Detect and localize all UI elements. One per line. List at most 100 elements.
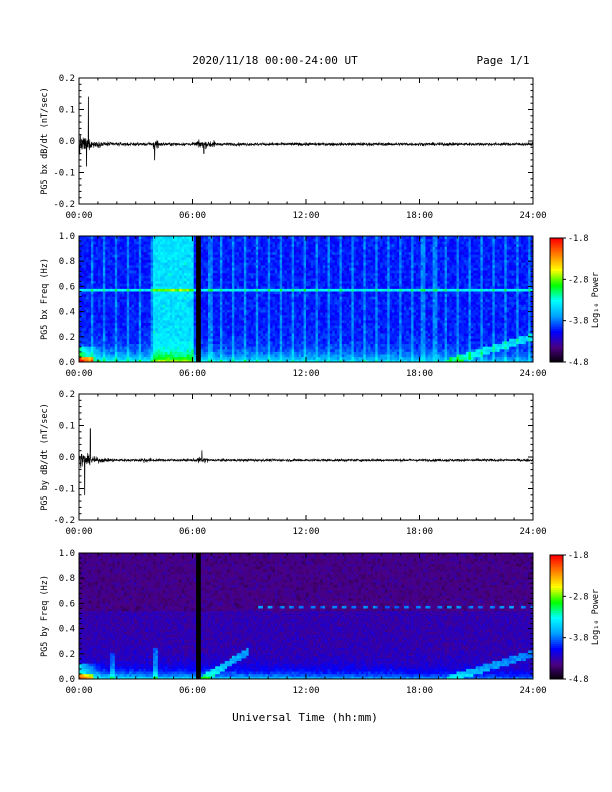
spectrogram-cell [303, 335, 307, 339]
spectrogram-cell [95, 333, 99, 337]
spectrogram-cell [79, 283, 82, 287]
spectrogram-cell [138, 257, 142, 261]
spectrogram-cell [191, 251, 195, 255]
spectrogram-cell [317, 309, 321, 313]
spectrogram-cell [317, 314, 321, 318]
spectrogram-cell [231, 251, 235, 255]
spectrogram-cell [90, 254, 94, 258]
spectrogram-cell [296, 330, 300, 334]
spectrogram-cell [100, 280, 104, 284]
spectrogram-cell [265, 291, 269, 295]
spectrogram-cell [119, 356, 123, 360]
spectrogram-cell [174, 333, 178, 337]
spectrogram-cell [98, 246, 101, 250]
spectrogram-cell [143, 304, 147, 308]
spectrogram-cell [224, 314, 228, 318]
spectrogram-cell [193, 254, 197, 258]
spectrogram-cell [265, 338, 269, 342]
spectrogram-cell [227, 288, 230, 292]
spectrogram-cell [313, 341, 316, 345]
spectrogram-cell [317, 338, 321, 342]
spectrogram-cell [200, 278, 204, 282]
spectrogram-cell [126, 325, 130, 329]
spectrogram-cell [219, 296, 223, 300]
spectrogram-cell [212, 343, 216, 347]
spectrogram-cell [117, 251, 121, 255]
spectrogram-cell [100, 257, 104, 261]
spectrogram-cell [255, 267, 259, 271]
spectrogram-cell [315, 254, 319, 258]
spectrogram-cell [145, 320, 149, 324]
spectrogram-cell [320, 312, 324, 316]
spectrogram-cell [172, 299, 175, 303]
spectrogram-cell [198, 325, 202, 329]
spectrogram-cell [176, 322, 180, 326]
spectrogram-cell [219, 335, 223, 339]
spectrogram-cell [155, 236, 159, 240]
spectrogram-cell [141, 359, 144, 363]
spectrogram-cell [205, 288, 209, 292]
spectrogram-cell [126, 257, 130, 261]
spectrogram-cell [114, 264, 118, 268]
spectrogram-cell [102, 243, 106, 247]
spectrogram-cell [133, 322, 137, 326]
spectrogram-cell [167, 288, 171, 292]
spectrogram-cell [205, 285, 209, 289]
spectrogram-cell [284, 259, 288, 263]
spectrogram-cell [248, 275, 252, 279]
spectrogram-cell [176, 314, 180, 318]
spectrogram-cell [150, 322, 154, 326]
spectrogram-cell [255, 335, 259, 339]
spectrogram-cell [165, 278, 168, 282]
spectrogram-cell [181, 301, 185, 305]
spectrogram-cell [258, 296, 261, 300]
spectrogram-cell [255, 343, 259, 347]
spectrogram-cell [282, 322, 285, 326]
spectrogram-cell [124, 325, 128, 329]
spectrogram-cell [98, 272, 101, 276]
spectrogram-cell [265, 327, 269, 331]
spectrogram-cell [277, 243, 281, 247]
spectrogram-cell [157, 257, 161, 261]
spectrogram-cell [117, 254, 121, 258]
spectrogram-cell [279, 299, 283, 303]
spectrogram-cell [262, 325, 266, 329]
x-tick-label: 12:00 [292, 211, 319, 221]
spectrogram-cell [191, 299, 195, 303]
spectrogram-cell [157, 312, 161, 316]
spectrogram-cell [274, 314, 278, 318]
spectrogram-cell [306, 317, 309, 321]
spectrogram-cell [145, 275, 149, 279]
spectrogram-cell [105, 243, 109, 247]
spectrogram-cell [298, 346, 302, 350]
spectrogram-cell [222, 288, 226, 292]
spectrogram-cell [282, 359, 285, 363]
spectrogram-cell [229, 270, 233, 274]
spectrogram-cell [98, 254, 101, 258]
spectrogram-cell [90, 262, 94, 266]
spectrogram-cell [129, 304, 132, 308]
spectrogram-cell [298, 343, 302, 347]
spectrogram-cell [165, 306, 168, 310]
spectrogram-cell [262, 348, 266, 352]
spectrogram-cell [119, 359, 123, 363]
spectrogram-cell [167, 356, 171, 360]
spectrogram-cell [265, 330, 269, 334]
spectrogram-cell [282, 356, 285, 360]
spectrogram-cell [222, 296, 226, 300]
spectrogram-cell [102, 299, 106, 303]
spectrogram-cell [251, 257, 254, 261]
spectrogram-cell [181, 333, 185, 337]
spectrogram-cell [122, 351, 125, 355]
spectrogram-cell [157, 314, 161, 318]
spectrogram-cell [138, 246, 142, 250]
spectrogram-cell [286, 288, 290, 292]
spectrogram-cell [95, 356, 99, 360]
spectrogram-cell [284, 327, 288, 331]
spectrogram-cell [282, 325, 285, 329]
spectrogram-cell [217, 259, 221, 263]
spectrogram-cell [217, 278, 221, 282]
spectrogram-cell [222, 309, 226, 313]
spectrogram-cell [308, 296, 312, 300]
spectrogram-cell [274, 236, 278, 240]
